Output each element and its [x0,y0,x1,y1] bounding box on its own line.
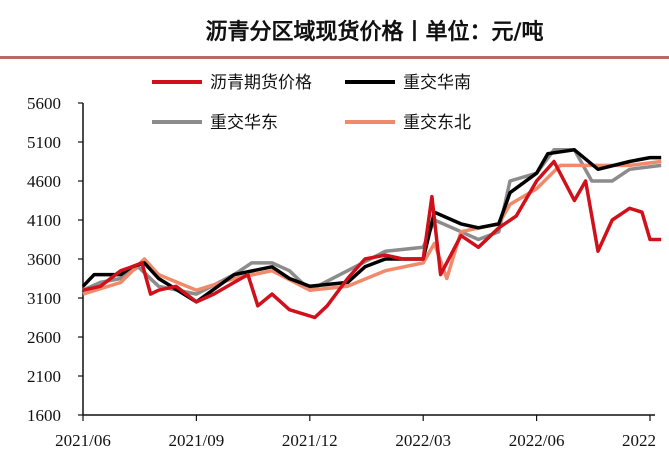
y-tick-label: 4100 [27,211,61,230]
x-tick-label: 2021/06 [55,431,111,450]
y-tick-label: 4600 [27,172,61,191]
title-divider [0,56,669,59]
legend-label: 重交华南 [403,73,471,93]
series-line-2 [82,148,662,296]
y-tick-label: 3600 [27,250,61,269]
x-tick-label: 2022 [622,431,656,450]
series-lines [81,148,662,320]
legend-label: 重交东北 [403,113,471,133]
chart-title: 沥青分区域现货价格丨单位：元/吨 [205,20,544,45]
y-tick-label: 2600 [27,328,61,347]
y-tick-label: 3100 [27,289,61,308]
y-tick-label: 1600 [27,406,61,425]
x-tick-label: 2021/12 [282,431,338,450]
series-line-0 [82,159,662,320]
legend-label: 沥青期货价格 [210,73,312,93]
y-tick-label: 5600 [27,94,61,113]
x-tick-label: 2022/03 [395,431,451,450]
y-tick-label: 5100 [27,133,61,152]
legend-label: 重交华东 [210,113,278,133]
x-tick-label: 2021/09 [169,431,225,450]
series-line-3 [82,159,662,296]
series-line-1 [81,148,662,304]
x-tick-label: 2022/06 [509,431,565,450]
axes: 5600 5100 4600 4100 3600 3100 2600 2100 1600 2021… [27,94,656,450]
y-tick-label: 2100 [27,367,61,386]
